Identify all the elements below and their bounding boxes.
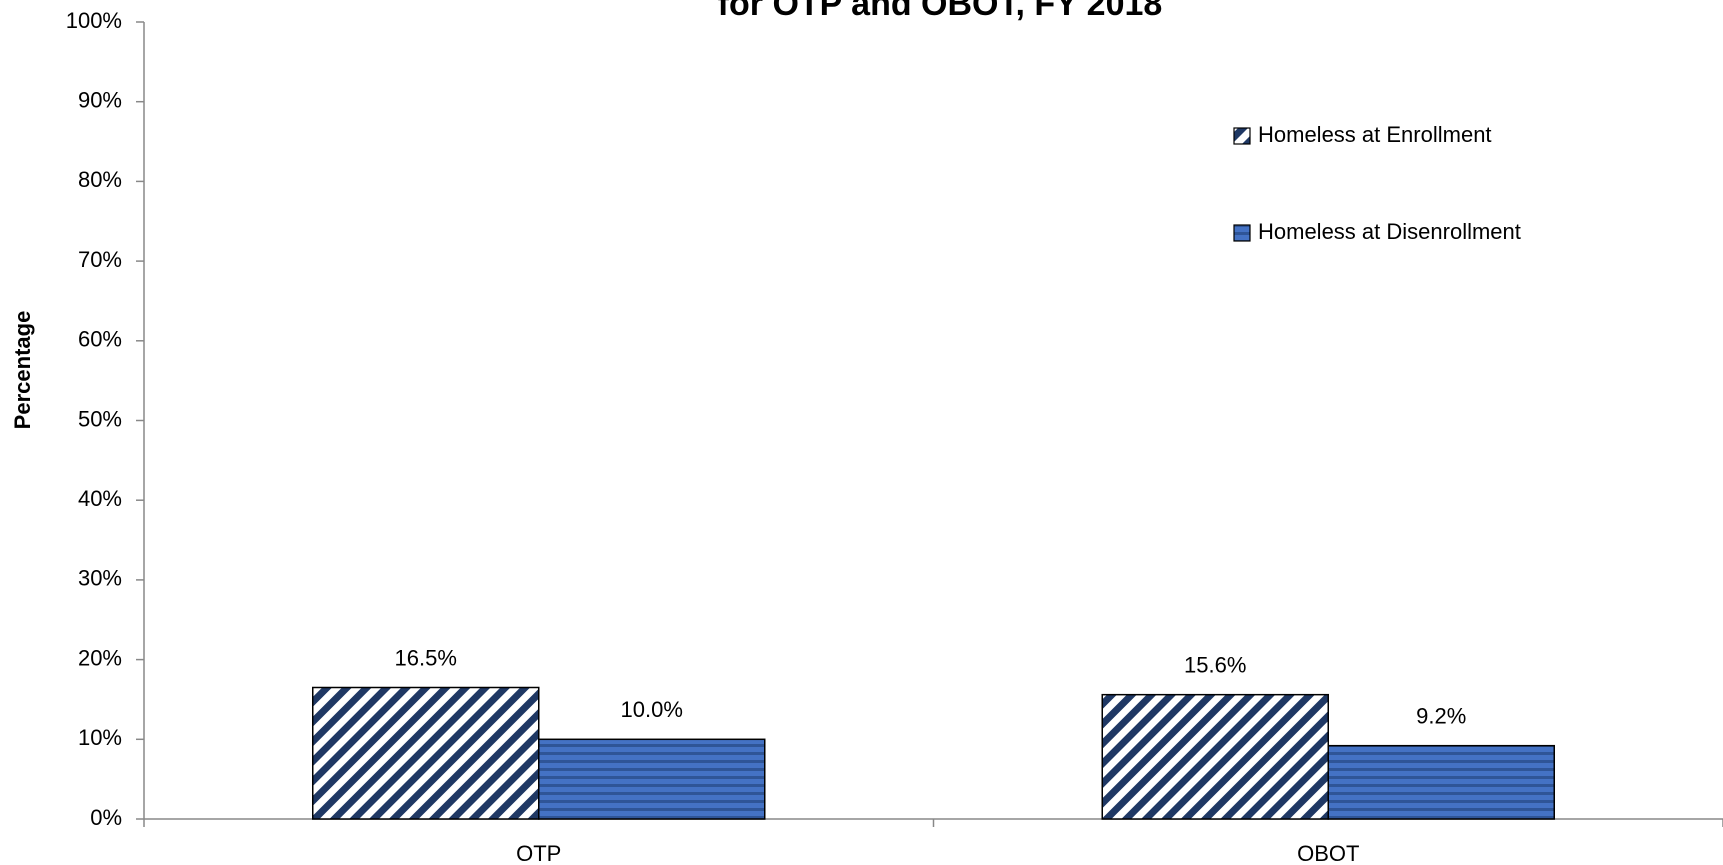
legend-swatch: [1233, 127, 1251, 145]
legend-label: Homeless at Disenrollment: [1258, 219, 1521, 244]
data-label: 16.5%: [395, 645, 457, 670]
y-tick-label: 70%: [78, 247, 122, 272]
bar: [538, 738, 766, 820]
y-tick-label: 50%: [78, 406, 122, 431]
y-tick-label: 30%: [78, 566, 122, 591]
data-label: 9.2%: [1416, 703, 1466, 728]
y-tick-label: 10%: [78, 725, 122, 750]
y-tick-label: 90%: [78, 88, 122, 113]
x-tick-label: OTP: [516, 841, 561, 865]
bar: [1101, 693, 1329, 820]
y-tick-label: 60%: [78, 327, 122, 352]
y-tick-label: 20%: [78, 645, 122, 670]
y-tick-label: 80%: [78, 167, 122, 192]
legend-label: Homeless at Enrollment: [1258, 122, 1492, 147]
data-label: 15.6%: [1184, 652, 1246, 677]
x-tick-label: OBOT: [1297, 841, 1359, 865]
bar: [312, 686, 540, 820]
y-tick-label: 100%: [66, 8, 122, 33]
y-tick-label: 0%: [90, 805, 122, 830]
y-tick-label: 40%: [78, 486, 122, 511]
legend-swatch: [1233, 224, 1251, 242]
chart-title: for OTP and OBOT, FY 2018: [718, 0, 1163, 23]
data-label: 10.0%: [621, 697, 683, 722]
bar: [1327, 744, 1555, 820]
y-axis-title: Percentage: [10, 311, 35, 430]
